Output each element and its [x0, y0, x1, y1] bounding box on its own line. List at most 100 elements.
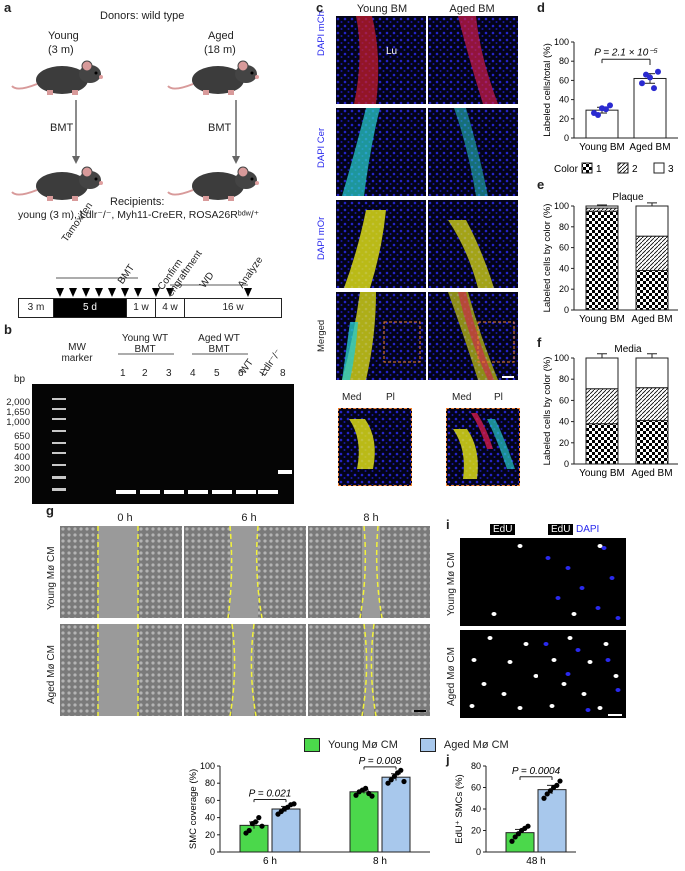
y-tick-label: 40: [559, 263, 569, 273]
data-point: [603, 106, 609, 113]
bp-1000: 1,000: [6, 417, 30, 428]
y-tick-label: 40: [559, 95, 569, 105]
i-row-young: Young Mø CM: [446, 540, 460, 626]
y-axis-label: Labeled cells/total (%): [542, 43, 553, 136]
data-point: [647, 74, 653, 81]
data-point: [259, 823, 265, 829]
panel-label-i: i: [446, 517, 450, 532]
row-label-2-text: DAPI Cer: [316, 127, 327, 168]
bp-2000: 2,000: [6, 397, 30, 408]
y-tick-label: 0: [210, 847, 215, 857]
row-label-3-text: DAPI mOr: [316, 216, 327, 260]
y-axis-label: Labeled cells by color (%): [542, 357, 553, 466]
data-point: [547, 788, 553, 794]
data-point: [256, 815, 262, 821]
data-point: [401, 778, 407, 785]
edu-young: [460, 538, 546, 626]
panel-label-e: e: [537, 177, 545, 192]
data-point: [363, 785, 369, 791]
donors-title: Donors: wild type: [100, 10, 185, 22]
scratch-aged-6h: [184, 624, 306, 716]
scratch-young-0h: [60, 526, 182, 618]
y-tick-label: 0: [564, 305, 569, 315]
chart-title: Plaque: [612, 192, 644, 203]
bp-200: 200: [14, 475, 30, 486]
panel-a: Donors: wild type Young (3 m) Aged (18 m…: [0, 0, 300, 320]
row-label-3: DAPI mOr: [316, 200, 332, 286]
data-point: [557, 778, 563, 784]
edu-dapi-aged: [538, 630, 626, 718]
lane-4: 4: [190, 368, 196, 379]
legend-young-swatch: [304, 738, 320, 752]
data-point: [515, 831, 521, 837]
y-tick-label: 20: [471, 826, 481, 836]
g-row-aged: Aged Mø CM: [46, 626, 60, 718]
y-tick-label: 80: [559, 56, 569, 66]
row-label-1: DAPI mCh: [316, 11, 332, 102]
panel-g: 0 h 6 h 8 h Young Mø CM Aged Mø CM: [44, 512, 434, 722]
g-time-6: 6 h: [241, 512, 257, 524]
x-tick-label: Young BM: [579, 314, 625, 325]
data-point: [353, 792, 359, 798]
legend-swatch-1: [581, 162, 593, 174]
group-aged-wt-bmt: Aged WT BMT: [198, 333, 240, 355]
x-tick-label: Aged BM: [629, 142, 670, 153]
data-point: [512, 834, 518, 840]
data-point: [655, 68, 661, 75]
col-young-bm: Young BM: [356, 3, 408, 15]
legend-hj: Young Mø CM Aged Mø CM: [304, 738, 509, 752]
col-aged-bm: Aged BM: [449, 3, 495, 15]
chart-title: Media: [614, 344, 642, 355]
lane-7: 7: [260, 368, 266, 379]
bp-650: 650: [14, 431, 30, 442]
legend-label-2: 2: [632, 164, 638, 175]
pl-label-aged: Pl: [494, 392, 503, 403]
x-tick-label: 6 h: [263, 856, 277, 867]
row-label-4-text: Merged: [316, 319, 327, 352]
data-point: [541, 795, 547, 801]
recipients-line: young (3 m), Ldlr⁻/⁻, Myh11-CreER, ROSA2…: [18, 209, 260, 221]
pl-label-young: Pl: [386, 392, 395, 403]
y-tick-label: 20: [559, 114, 569, 124]
row-label-1-text: DAPI mCh: [316, 11, 327, 56]
scratch-aged-8h: [308, 624, 430, 716]
bar-0: [585, 109, 619, 139]
bar-0-1: [349, 791, 379, 853]
micro-aged-cer: [428, 108, 518, 196]
data-point: [651, 85, 657, 92]
legend-label-3: 3: [668, 164, 674, 175]
data-point: [639, 80, 645, 87]
med-label-aged: Med: [452, 392, 472, 403]
legend-swatch-2: [617, 162, 629, 174]
p-value: P = 0.0004: [512, 766, 561, 777]
lane-8: 8: [280, 368, 286, 379]
legend-aged-swatch: [419, 738, 436, 752]
aged-recipient-mouse: [167, 166, 260, 202]
panel-label-a: a: [4, 0, 12, 15]
chart-j: 0 20 40 60 80 EdU⁺ SMCs (%) 48 h P = 0.0004: [454, 761, 576, 867]
x-tick-label: Aged BM: [631, 314, 672, 325]
y-tick-label: 100: [554, 353, 569, 363]
lumen-label: Lu: [386, 46, 398, 57]
bar-0-0: [239, 824, 269, 853]
x-tick-label: 8 h: [373, 856, 387, 867]
y-tick-label: 60: [559, 75, 569, 85]
y-axis-label: Labeled cells by color (%): [542, 204, 553, 313]
scratch-aged-0h: [60, 624, 182, 716]
aged-donor-label: Aged: [208, 30, 234, 42]
y-tick-label: 20: [559, 438, 569, 448]
y-tick-label: 40: [205, 813, 215, 823]
micro-aged-mor: [428, 200, 518, 288]
timeline-markers: [56, 277, 252, 297]
y-tick-label: 80: [205, 778, 215, 788]
data-point: [388, 777, 394, 783]
bar-seg-3: [635, 205, 669, 237]
panel-label-j: j: [446, 752, 450, 767]
bar-seg-1: [635, 269, 669, 311]
x-tick-label: Aged BM: [631, 468, 672, 479]
i-row-aged: Aged Mø CM: [446, 630, 460, 716]
y-tick-label: 60: [205, 795, 215, 805]
